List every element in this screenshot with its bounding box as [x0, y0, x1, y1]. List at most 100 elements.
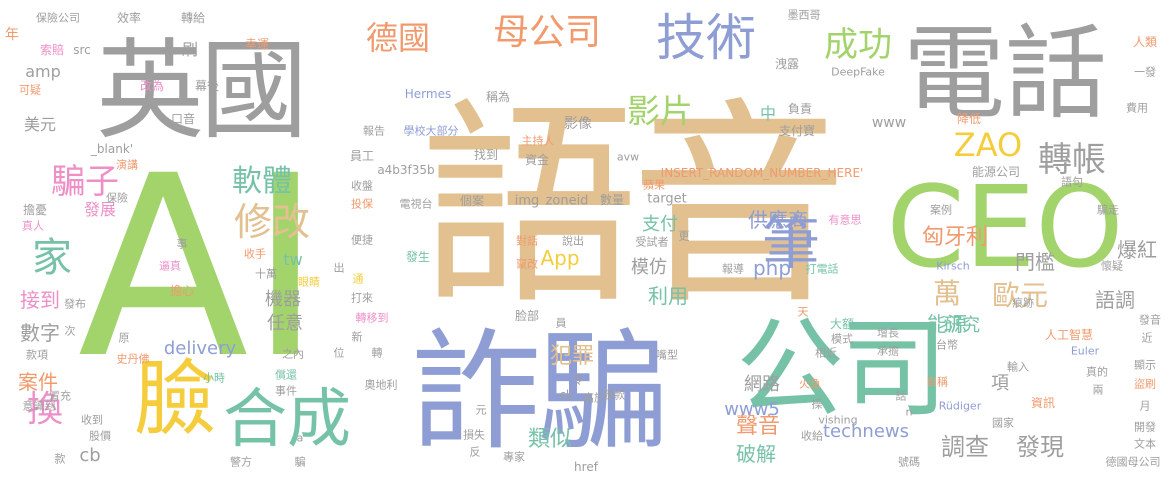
word-yuan4: 原 — [118, 331, 130, 345]
word-deguo: 德國 — [365, 19, 431, 57]
word-a: a — [296, 431, 304, 445]
word-jin: 近 — [1141, 331, 1153, 345]
word-wanglu: 網路 — [744, 374, 780, 395]
word-lianbu: 脸部 — [514, 309, 540, 323]
word-duihua: 對話 — [516, 234, 538, 248]
word-baoxiangongsi: 保險公司 — [36, 11, 80, 25]
word-baogao: 報告 — [363, 124, 385, 138]
word-tian: 天 — [797, 305, 809, 319]
word-cb: cb — [79, 445, 101, 466]
word-pianzou: 騙走 — [1097, 203, 1119, 217]
word-www5: www5 — [724, 399, 780, 420]
word-shoushizhe: 受試者 — [635, 235, 669, 249]
word-fan: 反 — [469, 445, 481, 459]
word-renlei: 人類 — [1132, 35, 1158, 49]
word-cuangai: 竄改 — [516, 257, 538, 271]
word-toubao: 投保 — [351, 197, 373, 211]
word-zhaodao: 找到 — [473, 148, 499, 162]
word-taibi: 台幣 — [936, 338, 958, 352]
word-diaocha: 調查 — [941, 433, 989, 461]
word-geng: 更 — [678, 229, 690, 243]
word-n: n — [905, 405, 913, 419]
word-yishidao: 意識到 — [22, 399, 56, 413]
word-fuze: 負責 — [787, 102, 813, 116]
word-fabu: 發布 — [64, 297, 86, 311]
word-xuexiao: 學校大部分 — [403, 124, 459, 138]
word-wei: 位 — [333, 346, 345, 360]
word-zhuanzhang: 轉帳 — [1038, 140, 1106, 180]
word-bianjie: 便捷 — [351, 233, 373, 247]
word-insert: INSERT_RANDOM_NUMBER_HERE' — [660, 166, 864, 180]
word-shoupan: 收盤 — [351, 179, 373, 193]
word-xin: 新 — [351, 330, 363, 344]
word-zoneid: zoneid — [545, 193, 589, 209]
word-shougei: 收給 — [801, 429, 823, 443]
word-pojie: 破解 — [736, 442, 776, 466]
word-ceo: CEO — [886, 163, 1124, 293]
word-pian: 騙 — [294, 455, 306, 469]
word-rengongzhihui: 人工智慧 — [1044, 328, 1094, 342]
word-yingguo: 英國 — [95, 29, 308, 154]
word-hecheng: 合成 — [223, 383, 351, 457]
word-fazhan: 發展 — [83, 200, 117, 219]
word-pianzi: 騙子 — [51, 162, 119, 202]
word-tw: tw — [283, 250, 303, 269]
word-deguomugongsi: 德國母公司 — [1105, 455, 1161, 469]
word-gaoyu: 高於 — [583, 391, 605, 405]
word-feiyong: 費用 — [1126, 101, 1148, 115]
word-blank: _blank' — [90, 142, 134, 156]
word-jishu: 技術 — [656, 9, 756, 67]
word-php: php — [752, 256, 792, 280]
word-zhuchiren: 主持人 — [521, 134, 555, 148]
word-baoxian: 保險 — [106, 191, 128, 205]
word-zuixing: 嘴型 — [656, 348, 678, 362]
word-wenben: 文本 — [1134, 437, 1156, 451]
word-amp: amp — [25, 62, 61, 81]
word-deepfake: DeepFake — [831, 65, 885, 79]
word-yanjing: 眼睛 — [298, 275, 320, 289]
word-xiugai: 修改 — [233, 200, 311, 244]
word-kirsch: Kirsch — [936, 259, 970, 273]
word-ruanti: 軟體 — [232, 164, 292, 199]
word-meiyuan: 美元 — [23, 115, 57, 134]
word-yudiao: 語調 — [1095, 288, 1135, 312]
word-ck: ck — [559, 388, 573, 402]
word-ouyuan: 歐元 — [991, 279, 1049, 312]
word-liang: 兩 — [1092, 383, 1104, 397]
word-xingyun: 幸運 — [244, 37, 270, 51]
word-xiangjin: 相近 — [815, 346, 837, 360]
word-fanzui: 犯罪 — [549, 344, 595, 369]
word-delivery: delivery — [163, 338, 237, 359]
word-danyou: 擔憂 — [22, 203, 48, 217]
word-liyong: 利用 — [648, 284, 688, 308]
word-fasheng: 發生 — [405, 250, 431, 264]
word-maochong: 冒充 — [49, 389, 71, 403]
word-yingpian: 影片 — [627, 91, 693, 131]
word-zhong: 中 — [759, 104, 777, 123]
word-baohong: 爆紅 — [1117, 238, 1157, 262]
word-moxige: 墨西哥 — [787, 8, 821, 22]
word-shuochu: 說出 — [562, 234, 584, 248]
word-kouyin: 口音 — [170, 112, 196, 126]
word-shuru: 輸入 — [1007, 360, 1029, 374]
word-yifa: 一發 — [1134, 65, 1156, 79]
word-jiqi: 機器 — [265, 289, 301, 310]
word-zixun: 資訊 — [1030, 396, 1056, 410]
word-nengyuangongsi: 能源公司 — [971, 165, 1021, 179]
word-www: www — [871, 115, 907, 131]
word-tong: 通 — [352, 272, 364, 286]
word-danxin: 擔心 — [169, 284, 195, 298]
word-gongyingshang: 供應商 — [748, 208, 808, 232]
word-anjian: 案件 — [18, 370, 58, 394]
word-zhifubao: 支付寶 — [778, 124, 816, 138]
word-zhuangei: 轉給 — [180, 11, 206, 25]
word-wan: 萬 — [932, 277, 962, 310]
word-zhuanyidao: 轉移到 — [355, 311, 389, 325]
word-haoma: 號碼 — [898, 455, 920, 469]
word-bi: 筆 — [761, 209, 821, 277]
word-dadianhua: 打電話 — [805, 262, 839, 276]
word-img: img — [514, 193, 540, 209]
word-pingguo: 蘋果 — [643, 178, 665, 192]
word-dae: 大額 — [829, 317, 855, 331]
word-moshi: 模式 — [831, 332, 853, 346]
